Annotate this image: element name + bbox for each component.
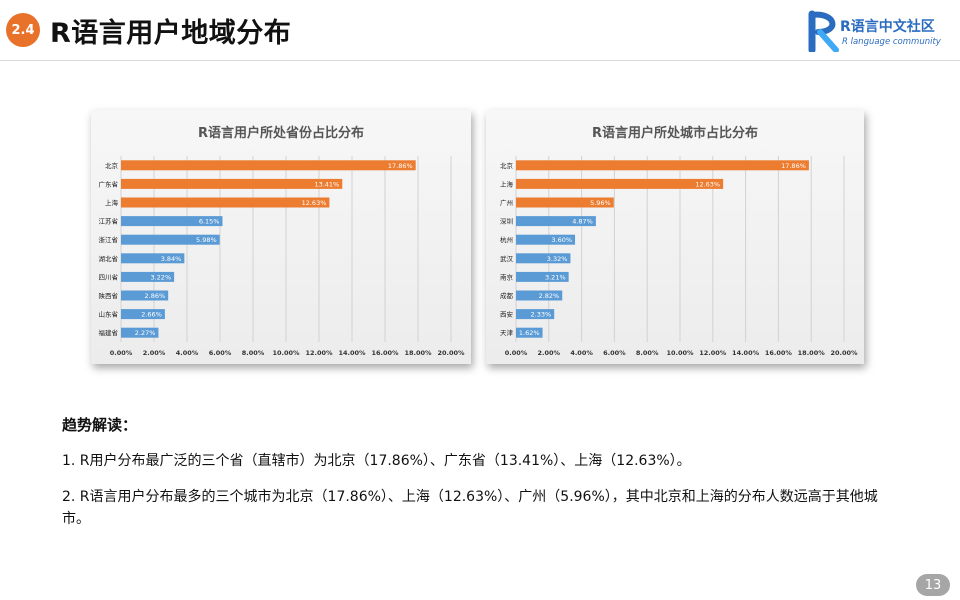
value-label: 6.15% [199,218,220,226]
value-label: 1.62% [519,329,540,337]
value-label: 17.86% [781,162,806,170]
logo-text-cn: R语言中文社区 [840,19,935,35]
value-label: 3.21% [545,273,566,281]
value-label: 3.84% [161,255,182,263]
category-label: 广东省 [99,179,119,188]
category-label: 上海 [500,179,514,188]
category-label: 广州 [500,198,513,207]
bar [516,327,543,338]
bar [516,216,596,227]
chart-title: R语言用户所处城市占比分布 [592,125,758,141]
x-tick-label: 2.00% [143,349,166,357]
city-chart-svg: R语言用户所处城市占比分布 0.00% 2.00% 4.00% 6.00% 8.00% 10… [500,125,858,357]
category-label: 四川省 [99,272,119,281]
category-label: 杭州 [500,235,513,244]
x-tick-label: 18.00% [404,349,432,357]
value-label: 3.22% [150,273,171,281]
x-tick-label: 12.00% [699,349,727,357]
value-label: 5.96% [590,199,611,207]
x-tick-label: 20.00% [830,349,858,357]
bar [121,309,165,320]
x-tick-label: 0.00% [505,349,528,357]
value-label: 2.27% [135,329,156,337]
bar [516,309,555,320]
value-label: 2.82% [539,292,560,300]
x-tick-label: 14.00% [732,349,760,357]
x-tick-label: 16.00% [371,349,399,357]
category-label: 上海 [105,198,119,207]
x-tick-label: 4.00% [176,349,199,357]
x-tick-label: 10.00% [666,349,694,357]
bar [516,253,571,264]
bar [121,271,175,282]
category-label: 福建省 [99,328,119,337]
x-tick-label: 18.00% [798,349,826,357]
trend-point-2: 2. R语言用户分布最多的三个城市为北京（17.86%）、上海（12.63%）、… [62,489,878,527]
x-tick-label: 20.00% [437,349,465,357]
page-title: R语言用户地域分布 [50,18,292,49]
category-label: 山东省 [99,310,119,319]
bar [121,234,220,245]
x-tick-label: 8.00% [636,349,659,357]
value-label: 2.66% [141,311,162,319]
province-chart: R语言用户所处省份占比分布 0.00% 2.00% 4.00% 6.00% 8.00% 10… [91,110,471,364]
value-label: 4.87% [572,218,593,226]
bar [121,253,185,264]
x-tick-label: 6.00% [209,349,232,357]
value-label: 17.86% [388,162,413,170]
bar [121,178,343,189]
trend-heading: 趋势解读： [62,416,138,434]
bar [121,290,169,301]
value-label: 12.63% [302,199,327,207]
category-label: 江苏省 [99,217,119,226]
category-label: 西安 [500,310,514,319]
bar [121,197,330,208]
value-label: 2.33% [531,311,552,319]
x-tick-label: 16.00% [765,349,793,357]
x-tick-label: 0.00% [110,349,133,357]
page-number: 13 [916,574,950,596]
value-label: 3.60% [551,236,572,244]
value-label: 5.98% [196,236,217,244]
value-label: 3.32% [547,255,568,263]
x-tick-label: 14.00% [338,349,366,357]
bar [516,234,576,245]
bar [121,216,223,227]
r-logo-icon [808,10,839,52]
logo-text-en: R language community [842,37,941,47]
city-chart: R语言用户所处城市占比分布 0.00% 2.00% 4.00% 6.00% 8.00% 10… [486,110,864,364]
value-label: 2.86% [145,292,166,300]
category-label: 武汉 [500,254,514,263]
x-tick-label: 12.00% [305,349,333,357]
bar [516,271,569,282]
section-badge: 2.4 [6,13,40,47]
category-label: 天津 [500,329,514,337]
category-label: 湖北省 [99,254,119,263]
bar [516,160,809,171]
community-logo: R语言中文社区 R language community [806,8,956,54]
bar [121,160,416,171]
trend-point-1: 1. R用户分布最广泛的三个省（直辖市）为北京（17.86%）、广东省（13.4… [62,453,691,469]
x-tick-label: 4.00% [570,349,593,357]
chart-title: R语言用户所处省份占比分布 [198,125,364,141]
bar [516,197,614,208]
value-label: 13.41% [314,180,339,188]
x-tick-label: 6.00% [603,349,626,357]
bar [121,327,159,338]
category-label: 南京 [500,272,514,281]
province-chart-svg: R语言用户所处省份占比分布 0.00% 2.00% 4.00% 6.00% 8.00% 10… [99,125,466,357]
x-tick-label: 2.00% [538,349,561,357]
bar [516,290,563,301]
category-label: 陕西省 [99,291,119,300]
header-divider [0,60,960,61]
x-tick-label: 8.00% [242,349,265,357]
bar [516,178,724,189]
x-tick-label: 10.00% [272,349,300,357]
category-label: 深圳 [500,217,513,226]
category-label: 北京 [105,161,119,170]
category-label: 浙江省 [99,235,119,244]
category-label: 北京 [500,161,514,170]
value-label: 12.63% [695,180,720,188]
category-label: 成都 [500,291,514,300]
